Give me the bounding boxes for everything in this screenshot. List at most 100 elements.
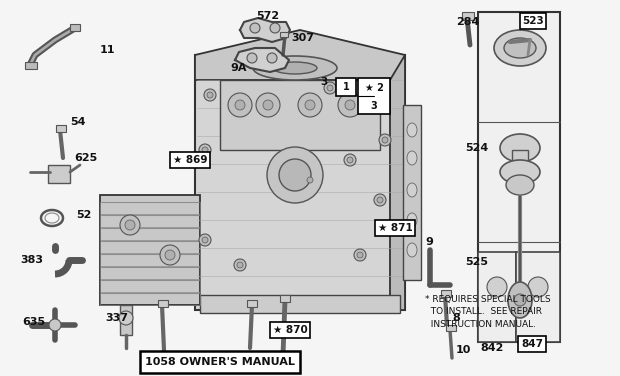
Text: 1058 OWNER'S MANUAL: 1058 OWNER'S MANUAL <box>145 357 295 367</box>
Circle shape <box>202 237 208 243</box>
Text: 13: 13 <box>150 353 166 363</box>
Circle shape <box>382 137 388 143</box>
Ellipse shape <box>407 213 417 227</box>
Text: 635: 635 <box>22 317 45 327</box>
Text: 54: 54 <box>70 117 86 127</box>
Text: 52: 52 <box>76 210 91 220</box>
Circle shape <box>528 277 548 297</box>
Ellipse shape <box>273 62 317 74</box>
Bar <box>220 80 380 150</box>
Text: ★ 870: ★ 870 <box>273 325 308 335</box>
Circle shape <box>165 250 175 260</box>
Text: 524: 524 <box>465 143 489 153</box>
Bar <box>158 300 168 307</box>
Bar <box>516 252 560 342</box>
Ellipse shape <box>407 243 417 257</box>
Circle shape <box>228 93 252 117</box>
Bar <box>120 305 132 335</box>
Circle shape <box>347 157 353 163</box>
Ellipse shape <box>504 38 536 58</box>
Text: 9: 9 <box>425 237 433 247</box>
Bar <box>336 78 356 96</box>
Circle shape <box>202 147 208 153</box>
Circle shape <box>305 100 315 110</box>
Bar <box>25 62 37 69</box>
Circle shape <box>250 23 260 33</box>
Bar <box>100 293 200 305</box>
Bar <box>100 241 200 253</box>
Circle shape <box>354 249 366 261</box>
Text: 3: 3 <box>371 101 378 111</box>
Circle shape <box>379 134 391 146</box>
Ellipse shape <box>500 160 540 184</box>
Circle shape <box>514 294 526 306</box>
Polygon shape <box>240 18 290 42</box>
Circle shape <box>204 89 216 101</box>
Text: 7: 7 <box>275 355 283 365</box>
Text: 523: 523 <box>522 16 544 26</box>
Text: 337: 337 <box>105 313 128 323</box>
Circle shape <box>234 259 246 271</box>
Circle shape <box>364 94 376 106</box>
Circle shape <box>237 262 243 268</box>
Text: 625: 625 <box>74 153 97 163</box>
Circle shape <box>345 100 355 110</box>
Polygon shape <box>235 48 289 72</box>
Circle shape <box>125 220 135 230</box>
Text: 5: 5 <box>242 353 250 363</box>
Bar <box>280 32 288 37</box>
Circle shape <box>247 53 257 63</box>
Text: 847: 847 <box>521 339 543 349</box>
Bar <box>100 195 200 305</box>
Text: 525: 525 <box>465 257 488 267</box>
Text: * REQUIRES SPECIAL TOOLS
  TO INSTALL.  SEE REPAIR
  INSTRUCTION MANUAL.: * REQUIRES SPECIAL TOOLS TO INSTALL. SEE… <box>425 295 551 329</box>
Bar <box>478 12 560 342</box>
Bar <box>70 24 80 31</box>
Bar <box>512 150 528 172</box>
Circle shape <box>256 93 280 117</box>
Text: 572: 572 <box>256 11 279 21</box>
Circle shape <box>263 100 273 110</box>
Circle shape <box>324 82 336 94</box>
Circle shape <box>298 93 322 117</box>
Bar <box>446 325 456 331</box>
Bar <box>100 215 200 227</box>
Bar <box>195 55 405 310</box>
Circle shape <box>235 100 245 110</box>
Text: ★ 871: ★ 871 <box>378 223 412 233</box>
Text: 842: 842 <box>480 343 503 353</box>
Bar <box>100 228 200 240</box>
Circle shape <box>49 319 61 331</box>
Bar <box>48 165 70 183</box>
Text: ★ 2: ★ 2 <box>365 83 383 93</box>
Bar <box>100 280 200 292</box>
Bar <box>462 12 474 20</box>
Ellipse shape <box>506 175 534 195</box>
Bar <box>100 267 200 279</box>
Text: 383: 383 <box>20 255 43 265</box>
Ellipse shape <box>500 134 540 162</box>
Text: 1: 1 <box>343 82 350 92</box>
Text: 307: 307 <box>291 33 314 43</box>
Circle shape <box>119 311 133 325</box>
Text: 8: 8 <box>452 313 460 323</box>
Circle shape <box>344 154 356 166</box>
Circle shape <box>267 53 277 63</box>
Circle shape <box>367 97 373 103</box>
Circle shape <box>338 93 362 117</box>
Polygon shape <box>195 30 405 80</box>
Circle shape <box>307 177 313 183</box>
Circle shape <box>377 197 383 203</box>
Ellipse shape <box>508 282 532 318</box>
Circle shape <box>357 252 363 258</box>
Text: ★ 869: ★ 869 <box>173 155 207 165</box>
Bar <box>247 300 257 307</box>
Text: 9A: 9A <box>230 63 247 73</box>
Ellipse shape <box>494 30 546 66</box>
Circle shape <box>160 245 180 265</box>
Circle shape <box>199 144 211 156</box>
Circle shape <box>487 277 507 297</box>
Text: 11: 11 <box>100 45 115 55</box>
Bar <box>441 290 451 297</box>
Text: 10: 10 <box>456 345 471 355</box>
